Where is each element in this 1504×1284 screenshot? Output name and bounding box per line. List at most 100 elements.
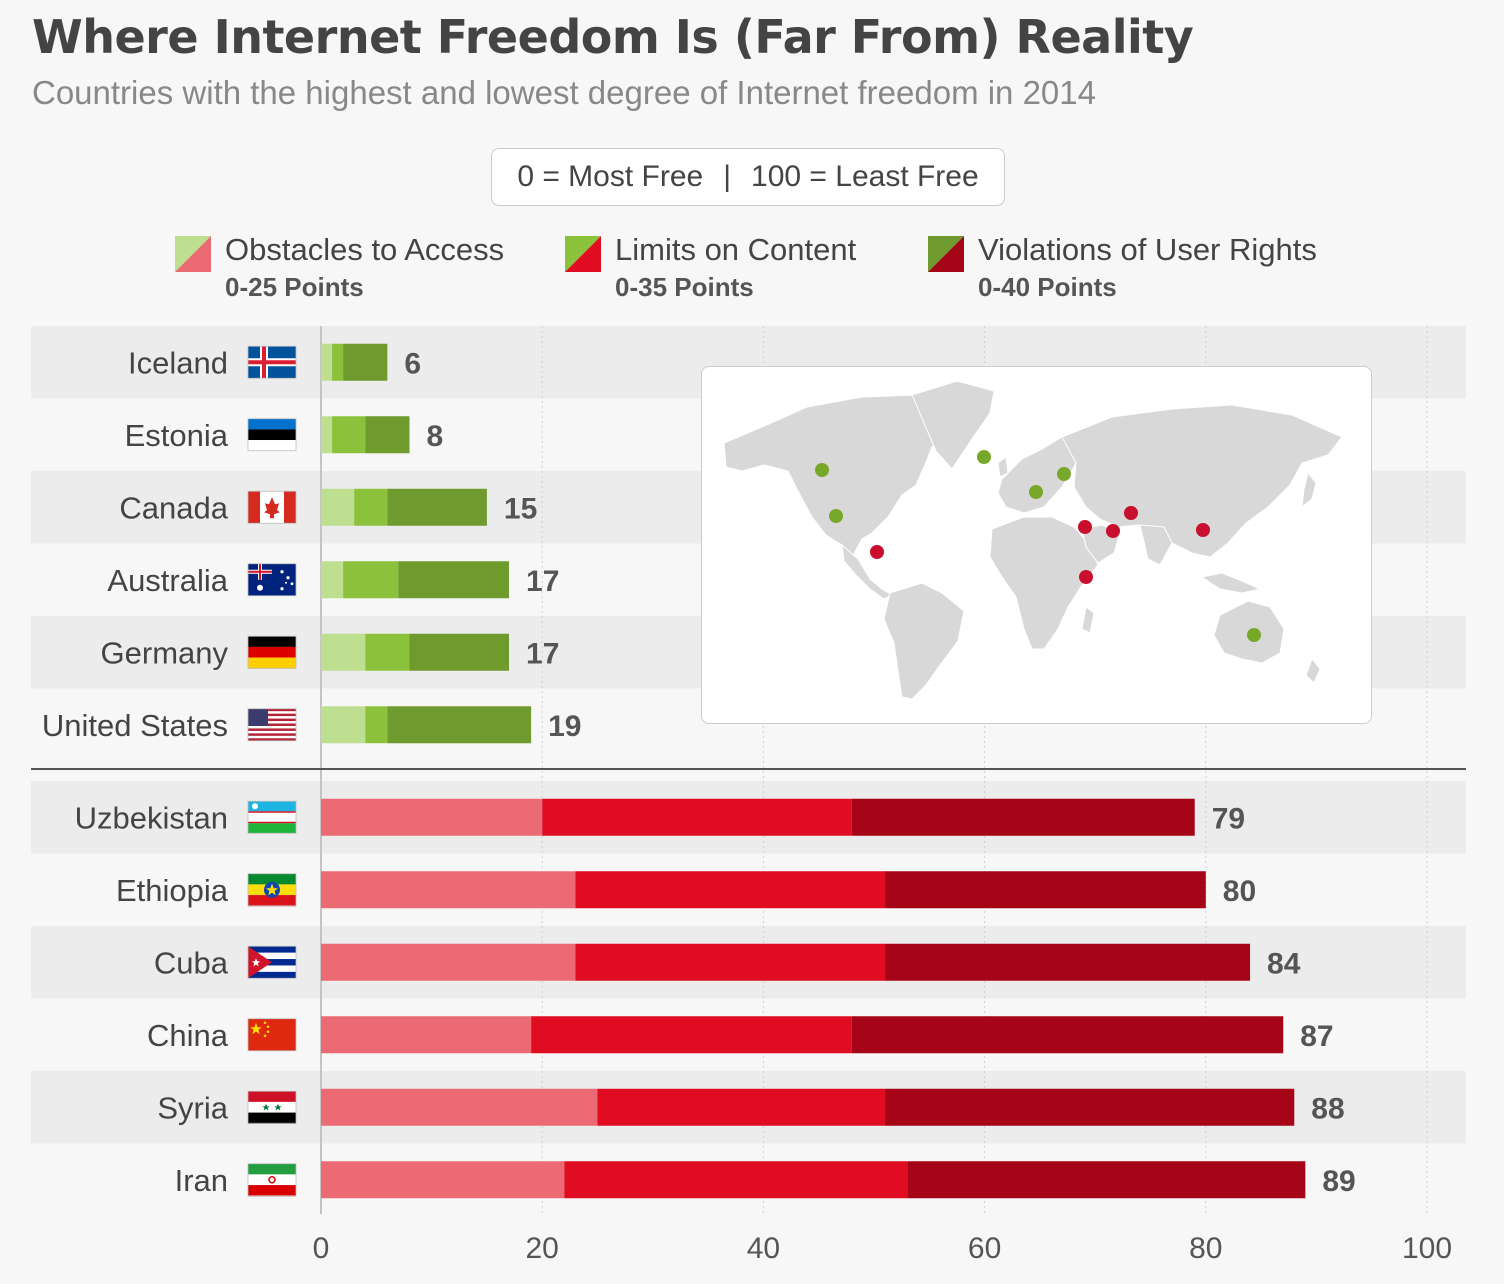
map-dot-notfree xyxy=(1078,520,1092,534)
legend-swatch-content xyxy=(565,236,601,272)
legend-range-violations: 0-40 Points xyxy=(978,272,1117,302)
data-label: 88 xyxy=(1311,1092,1344,1125)
united-states-flag xyxy=(247,708,297,742)
x-tick-label: 20 xyxy=(526,1232,559,1265)
map-land xyxy=(723,394,958,558)
bar-segment-1 xyxy=(321,416,333,454)
bar-segment-3 xyxy=(885,871,1206,909)
bar-segment-3 xyxy=(409,633,510,671)
legend-swatch-obstacles xyxy=(175,236,211,272)
map-dot-free xyxy=(977,450,991,464)
map-inset xyxy=(701,366,1372,724)
bar-segment-2 xyxy=(343,561,399,599)
x-tick-label: 0 xyxy=(313,1232,330,1265)
map-land xyxy=(997,456,1009,478)
iran-flag xyxy=(247,1163,297,1197)
bar-segment-3 xyxy=(885,1088,1295,1126)
bar-segment-2 xyxy=(575,871,886,909)
scale-note-right: 100 = Least Free xyxy=(751,160,979,193)
bar-segment-3 xyxy=(907,1161,1306,1199)
data-label: 89 xyxy=(1322,1165,1355,1198)
chart-subtitle: Countries with the highest and lowest de… xyxy=(32,74,1096,111)
bar-segment-2 xyxy=(332,416,366,454)
map-land xyxy=(1081,606,1095,634)
bar-segment-1 xyxy=(321,943,576,981)
x-tick-label: 100 xyxy=(1402,1232,1452,1265)
country-label: Uzbekistan xyxy=(75,800,228,835)
bar-segment-3 xyxy=(851,1016,1284,1054)
map-dot-notfree xyxy=(1124,506,1138,520)
bar-segment-3 xyxy=(851,798,1195,836)
map-dot-free xyxy=(1029,485,1043,499)
world-map xyxy=(723,380,1343,700)
iceland-flag xyxy=(247,345,297,379)
bar-segment-2 xyxy=(575,943,886,981)
map-dot-free xyxy=(815,463,829,477)
ethiopia-flag xyxy=(247,873,297,907)
legend-label-violations: Violations of User Rights xyxy=(978,232,1317,267)
bar-segment-2 xyxy=(597,1088,886,1126)
map-land xyxy=(841,543,894,600)
china-flag xyxy=(247,1018,297,1052)
map-dot-free xyxy=(829,509,843,523)
chart-title: Where Internet Freedom Is (Far From) Rea… xyxy=(32,10,1194,64)
map-dot-notfree xyxy=(1196,523,1210,537)
bar-segment-3 xyxy=(365,416,410,454)
country-label: Syria xyxy=(157,1090,228,1125)
cuba-flag xyxy=(247,945,297,979)
bar-segment-2 xyxy=(332,343,344,381)
estonia-flag xyxy=(247,418,297,452)
bar-segment-3 xyxy=(387,488,487,526)
map-land xyxy=(1139,524,1173,566)
data-label: 19 xyxy=(548,710,581,743)
map-land xyxy=(1200,572,1262,594)
country-label: Canada xyxy=(119,490,228,525)
country-label: Iran xyxy=(175,1163,228,1198)
bar-segment-1 xyxy=(321,1016,532,1054)
bar-segment-1 xyxy=(321,871,576,909)
bar-segment-3 xyxy=(343,343,388,381)
bar-segment-2 xyxy=(365,706,388,744)
country-label: Iceland xyxy=(128,345,228,380)
map-dot-free xyxy=(1247,628,1261,642)
bar-segment-1 xyxy=(321,488,355,526)
data-label: 15 xyxy=(504,492,537,525)
country-label: Cuba xyxy=(154,945,229,980)
legend-label-obstacles: Obstacles to Access xyxy=(225,232,505,267)
legend-range-obstacles: 0-25 Points xyxy=(225,272,364,302)
uzbekistan-flag xyxy=(247,800,297,834)
country-label: Germany xyxy=(101,635,229,670)
data-label: 17 xyxy=(526,565,559,598)
legend-range-content: 0-35 Points xyxy=(615,272,754,302)
legend-swatch-violations xyxy=(928,236,964,272)
country-label: Estonia xyxy=(125,418,229,453)
syria-flag xyxy=(247,1090,297,1124)
map-dot-free xyxy=(1057,467,1071,481)
bar-segment-2 xyxy=(354,488,388,526)
x-tick-label: 80 xyxy=(1189,1232,1222,1265)
data-label: 8 xyxy=(426,420,443,453)
map-dot-notfree xyxy=(1106,524,1120,538)
data-label: 87 xyxy=(1300,1020,1333,1053)
bar-segment-2 xyxy=(365,633,410,671)
scale-note-left: 0 = Most Free xyxy=(517,160,704,193)
bar-segment-1 xyxy=(321,1088,598,1126)
map-dot-notfree xyxy=(1079,570,1093,584)
country-label: Ethiopia xyxy=(116,873,229,908)
germany-flag xyxy=(247,635,297,669)
australia-flag xyxy=(247,563,297,597)
data-label: 79 xyxy=(1212,802,1245,835)
bar-segment-1 xyxy=(321,798,543,836)
data-label: 84 xyxy=(1267,947,1301,980)
country-label: China xyxy=(147,1018,229,1053)
data-label: 80 xyxy=(1223,875,1256,908)
bar-segment-3 xyxy=(387,706,532,744)
country-label: Australia xyxy=(107,563,228,598)
map-dot-notfree xyxy=(870,545,884,559)
map-land xyxy=(989,516,1099,650)
country-label: United States xyxy=(42,708,228,743)
x-tick-label: 40 xyxy=(747,1232,780,1265)
canada-flag xyxy=(247,490,297,524)
bar-segment-2 xyxy=(531,1016,852,1054)
map-land xyxy=(1301,471,1317,509)
